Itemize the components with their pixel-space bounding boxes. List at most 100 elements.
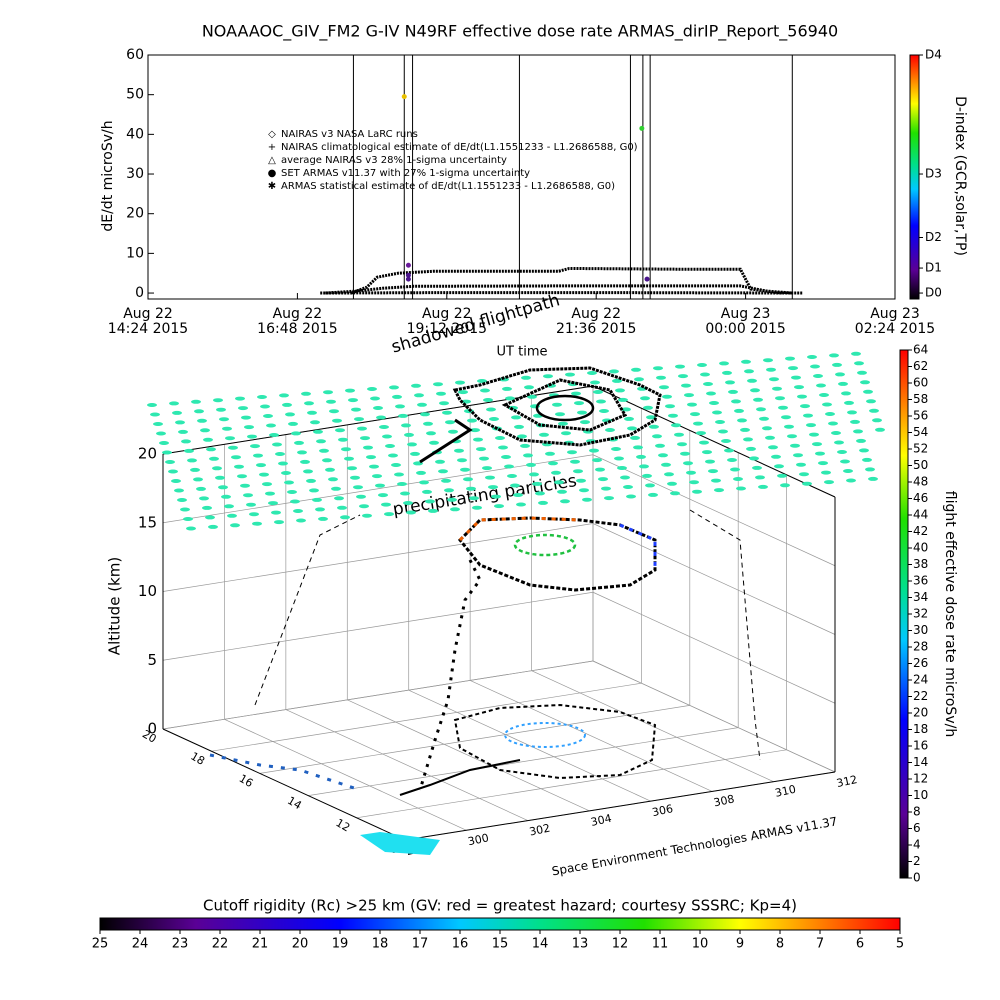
grid-line [162, 454, 594, 524]
particle-marker [334, 496, 344, 501]
particle-marker [831, 431, 841, 435]
particle-marker [652, 434, 662, 439]
particle-marker [552, 402, 562, 407]
x-tick-label: 00:00 2015 [705, 321, 785, 337]
colorbar-tick-label: 56 [913, 409, 928, 423]
colorbar-tick-label: 24 [132, 937, 149, 952]
colorbar-tick-label: 6 [913, 821, 921, 835]
particle-marker [834, 440, 844, 445]
data-point [405, 262, 411, 268]
particle-marker [847, 410, 857, 415]
particle-marker [353, 485, 363, 490]
particle-marker [256, 463, 266, 468]
colorbar-tick-label: 17 [412, 937, 429, 952]
particle-marker [275, 452, 285, 456]
legend-entry: average NAIRAS v3 28% 1-sigma uncertaint… [281, 155, 507, 166]
colorbar-tick-label: 6 [856, 937, 864, 952]
particle-marker [241, 415, 251, 420]
particle-marker [318, 516, 328, 521]
particle-marker [700, 372, 710, 377]
particle-marker [196, 486, 206, 491]
particle-marker [439, 401, 449, 406]
z-axis-label: Altitude (km) [106, 557, 124, 655]
colorbar-tick-label: 11 [652, 937, 669, 952]
grid-line [592, 523, 836, 635]
particle-marker [734, 408, 744, 413]
grid-line [592, 454, 836, 567]
particle-marker [627, 426, 637, 431]
particle-marker [733, 477, 743, 481]
particle-marker [208, 524, 218, 529]
particle-marker [354, 417, 364, 422]
particle-marker [593, 390, 603, 394]
particle-marker [524, 385, 534, 390]
particle-marker [741, 359, 751, 364]
colorbar-tick-label: 14 [913, 755, 928, 769]
particle-marker [517, 434, 527, 439]
y-tick-label: 40 [126, 126, 144, 142]
particle-marker [384, 512, 394, 517]
particle-marker [796, 462, 806, 467]
particle-marker [746, 446, 756, 451]
particle-marker [828, 421, 838, 426]
particle-marker [174, 488, 184, 493]
particle-marker [307, 410, 317, 415]
particle-marker [169, 401, 179, 406]
legend-marker: ● [268, 168, 277, 179]
particle-marker [284, 480, 294, 485]
particle-marker [310, 420, 320, 425]
particle-marker [234, 464, 244, 469]
grid-line [356, 749, 787, 819]
particle-marker [498, 445, 508, 450]
particle-marker [181, 439, 191, 444]
particle-marker [340, 515, 350, 520]
particle-marker [869, 408, 879, 413]
particle-marker [807, 355, 817, 359]
particle-marker [221, 494, 231, 499]
particle-marker [706, 391, 716, 396]
colorbar-tick-label: 36 [913, 574, 928, 588]
particle-marker [395, 404, 405, 409]
particle-marker [759, 416, 769, 421]
particle-marker [360, 436, 370, 441]
particle-marker [667, 481, 677, 486]
grid-line [408, 689, 651, 802]
particle-marker [577, 410, 587, 415]
particle-marker [257, 395, 267, 399]
x-tick-label: 312 [835, 773, 858, 790]
particle-marker [274, 520, 284, 525]
particle-marker [671, 423, 681, 428]
particle-marker [495, 436, 505, 440]
legend-entry: NAIRAS climatological estimate of dE/dt(… [281, 142, 638, 153]
particle-marker [662, 394, 672, 399]
particle-marker [601, 486, 611, 491]
particle-marker [816, 383, 826, 388]
x-tick-label: Aug 22 [422, 306, 472, 322]
particle-marker [460, 467, 470, 472]
particle-marker [854, 361, 864, 366]
particle-marker [843, 469, 853, 473]
particle-marker [809, 432, 819, 437]
particle-marker [693, 421, 703, 426]
particle-marker [293, 509, 303, 513]
particle-marker [521, 375, 531, 380]
particle-marker [407, 442, 417, 447]
particle-marker [532, 481, 542, 486]
particle-marker [414, 393, 424, 398]
particle-marker [857, 370, 867, 375]
particle-marker [240, 483, 250, 488]
particle-marker [253, 453, 263, 458]
legend-entry: NAIRAS v3 NASA LaRC runs [281, 129, 418, 140]
grid-line [347, 699, 590, 812]
particle-marker [592, 458, 602, 463]
particle-marker [331, 486, 341, 491]
colorbar-tick-label: 62 [913, 359, 928, 373]
particle-marker [162, 450, 172, 455]
particle-marker [222, 426, 232, 431]
particle-marker [428, 508, 438, 513]
particle-marker [670, 491, 680, 496]
particle-marker [859, 448, 869, 453]
x-tick-label: Aug 22 [123, 306, 173, 322]
particle-marker [724, 448, 734, 453]
particle-marker [304, 401, 314, 406]
